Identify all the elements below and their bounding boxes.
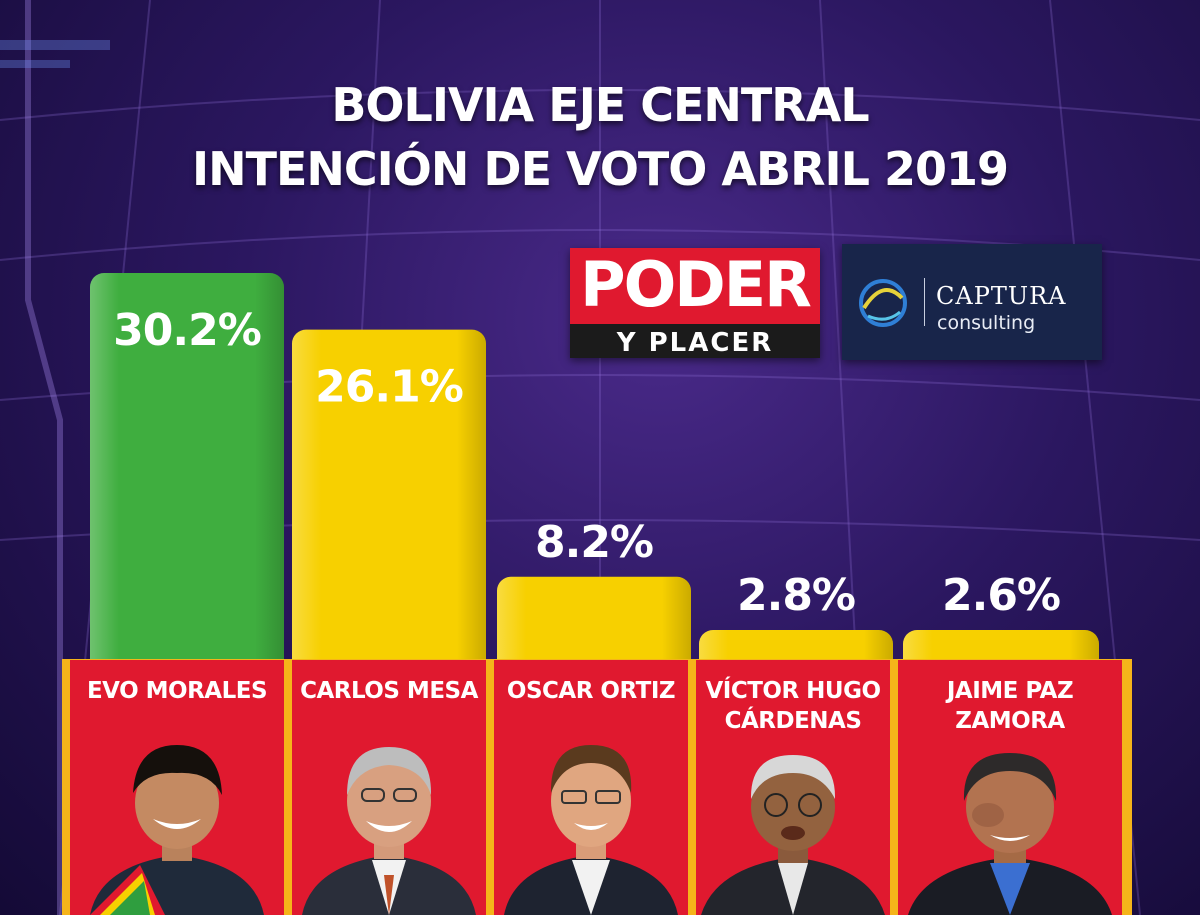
candidate-name: JAIME PAZ ZAMORA (898, 676, 1122, 736)
bar-shine-2 (292, 329, 486, 710)
candidate-panel-jaime-paz-zamora: JAIME PAZ ZAMORA (898, 660, 1122, 915)
chart-title: BOLIVIA EJE CENTRAL (331, 78, 869, 132)
bar-value-label-3: 8.2% (535, 517, 653, 568)
candidate-name-line: CÁRDENAS (724, 708, 862, 734)
candidate-name: EVO MORALES (70, 676, 284, 706)
candidate-photo-victor-hugo-cardenas (701, 755, 885, 915)
candidate-panel-oscar-ortiz: OSCAR ORTIZ (494, 660, 688, 915)
logo-separator (924, 278, 925, 326)
candidate-panel-victor-hugo-cardenas: VÍCTOR HUGO CÁRDENAS (696, 660, 890, 915)
candidate-photo-carlos-mesa (302, 747, 476, 915)
bar-shine-1 (90, 273, 284, 710)
candidate-name-line: CARLOS MESA (300, 678, 478, 704)
candidate-name: CARLOS MESA (292, 676, 486, 706)
candidate-name-line: JAIME PAZ (946, 678, 1074, 704)
candidate-name-line: EVO MORALES (86, 678, 268, 704)
candidate-photo-jaime-paz-zamora (908, 753, 1112, 915)
candidate-name-line: VÍCTOR HUGO (705, 678, 881, 704)
candidate-photo-evo-morales (90, 745, 264, 915)
candidate-photo-oscar-ortiz (504, 745, 678, 915)
captura-mark-icon (859, 279, 907, 327)
candidate-name: OSCAR ORTIZ (494, 676, 688, 706)
bar-value-label-4: 2.8% (737, 570, 855, 621)
chart-subtitle: INTENCIÓN DE VOTO ABRIL 2019 (192, 142, 1009, 196)
logo-strip: Y PLACER (570, 324, 820, 358)
candidate-panel-carlos-mesa: CARLOS MESA (292, 660, 486, 915)
bar-value-label-1: 30.2% (113, 305, 261, 356)
captura-consulting-logo: CAPTURA consulting (842, 244, 1102, 360)
bar-value-label-5: 2.6% (942, 570, 1060, 621)
captura-logo-text: CAPTURA (936, 282, 1067, 310)
poder-y-placer-logo: PODER Y PLACER (570, 248, 820, 358)
bar-value-label-2: 26.1% (315, 362, 463, 413)
candidate-name: VÍCTOR HUGO CÁRDENAS (696, 676, 890, 736)
candidate-name-line: ZAMORA (955, 708, 1065, 734)
poder-logo-text: PODER (580, 248, 812, 321)
candidate-name-line: OSCAR ORTIZ (506, 678, 676, 704)
consulting-logo-text: consulting (937, 312, 1036, 334)
y-placer-logo-text: Y PLACER (616, 328, 774, 358)
candidate-panel-evo-morales: EVO MORALES (70, 660, 284, 915)
